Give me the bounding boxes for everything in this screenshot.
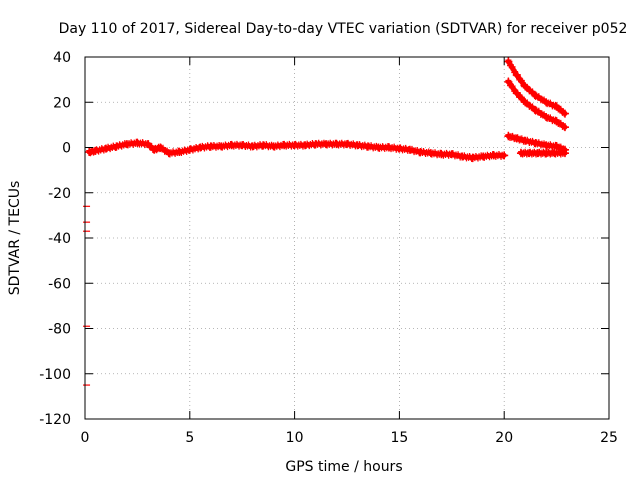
data-point: [561, 110, 568, 117]
data-point: [560, 148, 567, 155]
x-axis-label: GPS time / hours: [285, 459, 402, 475]
axis-ticks: [84, 56, 610, 420]
x-tick-label: 0: [81, 430, 90, 446]
x-tick-label: 10: [286, 430, 304, 446]
y-tick-label: -80: [48, 322, 71, 338]
series-outliers-left-edge: [83, 205, 91, 386]
series-arc-upper: [504, 57, 569, 118]
plot-frame: [84, 56, 610, 420]
x-tick-label: 15: [390, 430, 408, 446]
chart-title: Day 110 of 2017, Sidereal Day-to-day VTE…: [59, 21, 628, 37]
y-tick-label: -60: [48, 276, 71, 292]
data-point: [505, 57, 512, 64]
data-point: [512, 68, 519, 75]
series-main-trace: [85, 138, 509, 163]
y-axis-label: SDTVAR / TECUs: [7, 181, 23, 296]
tick-labels: 40 20 0 -20 -40 -60 -80 -100 -120 0 5 10 15 20 25: [39, 50, 618, 446]
y-tick-label: -100: [39, 367, 71, 383]
y-tick-label: -120: [39, 412, 71, 428]
data-point: [500, 153, 507, 160]
series-arc-bottom: [516, 148, 569, 158]
grid-lines: [85, 57, 609, 419]
y-tick-label: 40: [53, 50, 71, 66]
data-point: [561, 124, 568, 131]
series-arc-middle: [504, 77, 569, 132]
x-tick-label: 5: [185, 430, 194, 446]
series-arc-lower: [504, 131, 569, 154]
y-tick-label: -40: [48, 231, 71, 247]
y-tick-label: -20: [48, 186, 71, 202]
x-tick-label: 20: [495, 430, 513, 446]
y-tick-label: 20: [53, 95, 71, 111]
y-tick-label: 0: [62, 141, 71, 157]
x-tick-label: 25: [600, 430, 618, 446]
data-points: [83, 57, 569, 386]
data-point: [509, 63, 516, 70]
